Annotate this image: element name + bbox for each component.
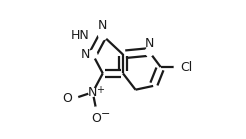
Circle shape	[89, 50, 97, 59]
Text: N: N	[98, 19, 108, 32]
Text: −: −	[101, 109, 110, 119]
Circle shape	[145, 48, 154, 56]
Text: Cl: Cl	[180, 61, 192, 74]
Text: O: O	[63, 92, 73, 105]
Text: N: N	[145, 37, 154, 50]
Circle shape	[174, 63, 182, 71]
Text: O: O	[92, 112, 101, 125]
Text: +: +	[96, 85, 104, 95]
Circle shape	[92, 107, 101, 115]
Circle shape	[99, 32, 107, 40]
Circle shape	[89, 88, 97, 96]
Text: N: N	[88, 86, 97, 99]
Text: HN: HN	[71, 29, 90, 42]
Text: N: N	[81, 48, 90, 61]
Circle shape	[70, 95, 78, 103]
